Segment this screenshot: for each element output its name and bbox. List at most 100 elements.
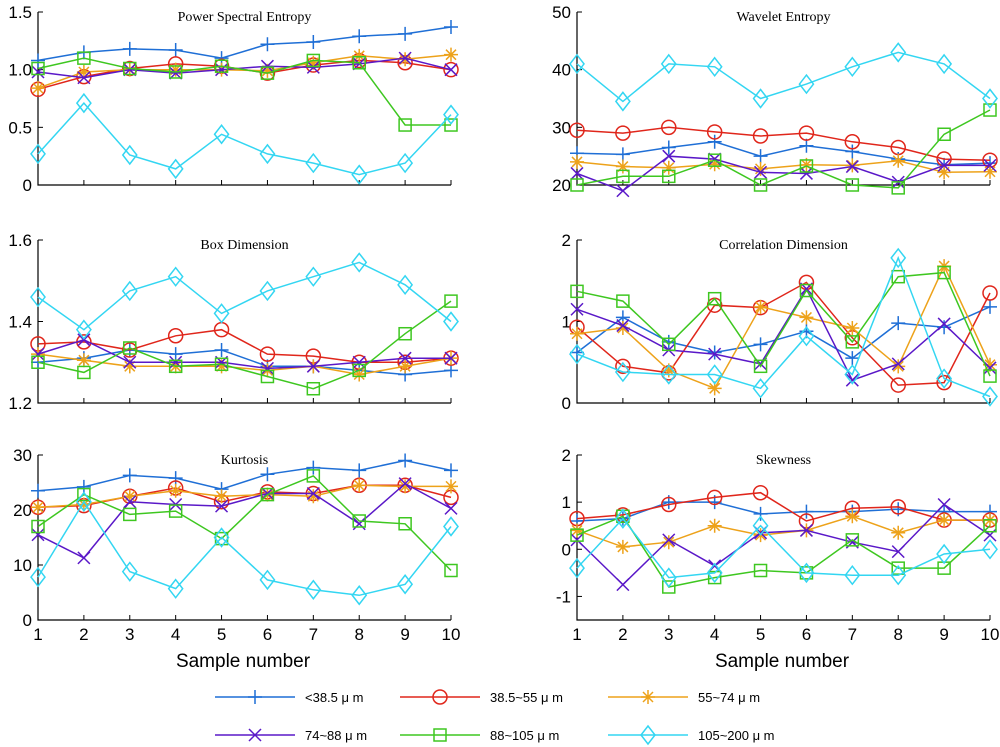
legend-item-4: 74~88 μ m	[215, 728, 367, 743]
correlation-dimension-series-6-point	[752, 378, 769, 399]
correlation-dimension-series-4-point	[616, 319, 630, 333]
skewness-series-3-point	[891, 525, 906, 540]
correlation-dimension-series-4-point	[891, 357, 905, 371]
correlation-dimension-series-3-point	[799, 310, 814, 325]
kurtosis-xtick-label: 3	[125, 625, 134, 644]
box-dimension-title: Box Dimension	[200, 238, 288, 253]
box-dimension-series-4-line	[37, 338, 451, 370]
panel-correlation-dimension: 0 1 2 Correlation Dimension	[562, 231, 998, 413]
kurtosis-series-1-point	[398, 453, 413, 468]
wavelet-entropy-series-3-point	[570, 154, 584, 169]
legend-item-6: 105~200 μ m	[608, 724, 775, 746]
wavelet-entropy-series-6-point	[890, 42, 907, 63]
box-dimension-series-5-point	[444, 294, 458, 308]
box-dimension-series-6-point	[213, 303, 230, 324]
kurtosis-series-5-point	[444, 563, 458, 578]
wavelet-entropy-series-3-point	[707, 157, 722, 172]
power-spectral-entropy-series-4-point	[215, 63, 229, 77]
power-spectral-entropy-series-1-point	[306, 34, 321, 49]
wavelet-entropy-series-2-point	[798, 125, 815, 141]
skewness-series-5-point	[662, 580, 676, 594]
kurtosis-series-5-point	[306, 469, 321, 483]
wavelet-entropy-series-6-point	[660, 53, 677, 75]
kurtosis-xtick-label: 2	[79, 625, 88, 644]
correlation-dimension-axes	[576, 240, 990, 404]
box-dimension-ytick-label: 1.4	[8, 313, 32, 332]
skewness-series-2-point	[661, 496, 677, 513]
kurtosis-series-6-line	[37, 500, 452, 597]
skewness-series-6-point	[569, 557, 585, 579]
skewness-series-4-line	[576, 503, 991, 586]
box-dimension-series-2-line	[37, 328, 452, 364]
wavelet-entropy-series-3-point	[753, 161, 768, 176]
box-dimension-series-6	[30, 252, 459, 340]
skewness-series-5-line	[576, 515, 991, 588]
wavelet-entropy-series-1-point	[845, 144, 860, 159]
wavelet-entropy-series-6-point	[844, 56, 861, 78]
box-dimension-series-5-point	[260, 369, 275, 384]
kurtosis-series-1-point	[260, 467, 275, 482]
wavelet-entropy-series-6-point	[798, 73, 815, 95]
skewness-ytick-label: 2	[562, 446, 571, 465]
power-spectral-entropy-series-6-point	[75, 92, 92, 114]
kurtosis-series-1-point	[352, 463, 367, 478]
box-dimension-series-3-line	[37, 353, 452, 376]
power-spectral-entropy-series-5-point	[444, 118, 458, 132]
wavelet-entropy-series-5-point	[753, 178, 768, 192]
wavelet-entropy-series-5-point	[799, 159, 814, 173]
wavelet-entropy-ytick-label: 30	[552, 118, 571, 137]
wavelet-entropy-series-4-point	[570, 166, 584, 180]
correlation-dimension-series-2-point	[615, 358, 631, 375]
correlation-dimension-series-3-point	[570, 326, 584, 341]
power-spectral-entropy-ytick-label: 1.0	[8, 61, 32, 80]
correlation-dimension-series-1-point	[661, 334, 676, 349]
power-spectral-entropy-ytick-label: 0	[23, 176, 32, 195]
power-spectral-entropy-series-6-point	[351, 164, 368, 185]
correlation-dimension-series-4-point	[570, 302, 584, 316]
wavelet-entropy-series-3-point	[937, 165, 952, 180]
kurtosis-ytick-label: 10	[13, 556, 32, 575]
box-dimension-series-5-point	[123, 341, 137, 355]
kurtosis-title: Kurtosis	[221, 453, 268, 468]
wavelet-entropy-series-6-point	[614, 91, 631, 112]
box-dimension-series-2-point	[167, 328, 184, 344]
correlation-dimension-series-6-point	[982, 386, 998, 407]
power-spectral-entropy-series-1-point	[398, 26, 413, 41]
power-spectral-entropy-series-5-line	[37, 57, 451, 126]
wavelet-entropy-ytick-label: 20	[552, 176, 571, 195]
power-spectral-entropy-series-4-point	[169, 66, 183, 80]
wavelet-entropy-series-6	[569, 42, 998, 112]
correlation-dimension-series-3-point	[661, 363, 676, 378]
power-spectral-entropy-title: Power Spectral Entropy	[178, 10, 312, 25]
power-spectral-entropy-series-1-point	[168, 43, 183, 58]
correlation-dimension-series-5-point	[799, 283, 814, 298]
power-spectral-entropy-series-3	[31, 47, 458, 96]
power-spectral-entropy-series-6-point	[397, 152, 414, 174]
skewness-xtick-label: 1	[572, 625, 581, 644]
wavelet-entropy-series-3-point	[891, 153, 906, 168]
wavelet-entropy-series-2-point	[615, 125, 631, 141]
correlation-dimension-series-6-point	[798, 325, 815, 347]
power-spectral-entropy-series-3-point	[398, 52, 413, 67]
wavelet-entropy-series-4-point	[845, 160, 859, 174]
power-spectral-entropy-series-4-point	[306, 60, 320, 74]
correlation-dimension-series-6-point	[844, 364, 861, 385]
correlation-dimension-series-5-point	[983, 369, 997, 383]
skewness-series-5-point	[753, 563, 768, 578]
wavelet-entropy-series-6-point	[936, 53, 953, 75]
kurtosis-series-3-point	[122, 489, 137, 504]
kurtosis-series-4-point	[398, 477, 412, 491]
correlation-dimension-series-5-line	[576, 271, 991, 377]
box-dimension-series-3-point	[398, 359, 413, 374]
box-dimension-series-1-line	[37, 349, 452, 376]
power-spectral-entropy-series-4-point	[444, 63, 458, 77]
box-dimension-axes	[37, 240, 451, 404]
kurtosis-series-6-point	[121, 561, 138, 582]
wavelet-entropy-series-5-point	[616, 169, 630, 184]
wavelet-entropy-series-5-point	[983, 103, 997, 117]
legend-label: <38.5 μ m	[305, 690, 363, 705]
power-spectral-entropy-series-6-point	[121, 144, 138, 166]
kurtosis-series-3-point	[352, 478, 367, 493]
skewness-series-3-point	[707, 518, 722, 533]
